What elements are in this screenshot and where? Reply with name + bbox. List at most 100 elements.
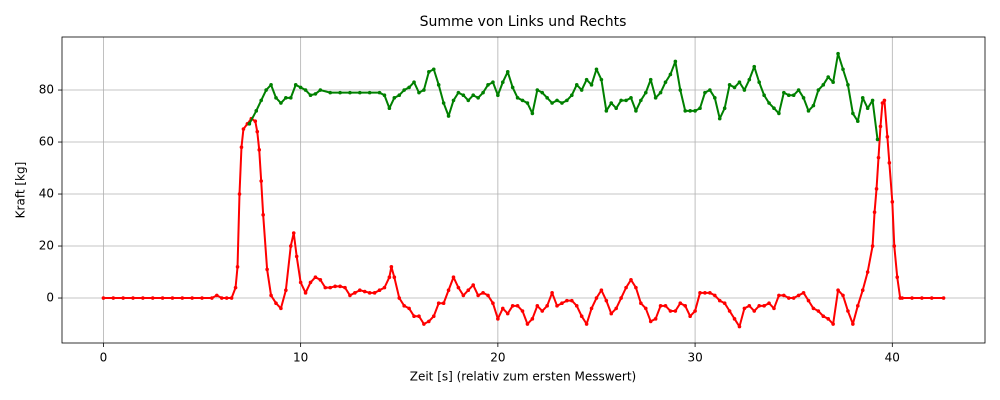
data-point [658, 304, 663, 308]
data-point [722, 301, 727, 306]
data-point [392, 96, 397, 100]
data-point [431, 67, 436, 72]
data-point [269, 293, 273, 298]
data-point [387, 275, 392, 280]
data-point [941, 296, 946, 300]
data-point [367, 90, 372, 95]
data-point [826, 75, 831, 79]
x-tick-label: 40 [885, 351, 900, 365]
data-point [333, 284, 337, 289]
chart-title: Summe von Links und Rechts [420, 14, 627, 30]
data-point [713, 293, 717, 298]
data-point [589, 83, 594, 87]
data-point [678, 301, 683, 306]
data-point [372, 291, 377, 295]
data-point [688, 109, 692, 113]
data-point [639, 301, 643, 306]
data-point [170, 296, 175, 300]
data-point [471, 283, 476, 287]
data-point [389, 265, 394, 269]
data-point [648, 77, 653, 82]
data-point [604, 109, 609, 113]
data-point [313, 92, 318, 96]
data-point [609, 101, 614, 105]
data-point [811, 306, 816, 311]
data-point [747, 304, 752, 308]
data-point [545, 96, 549, 100]
data-point [713, 96, 717, 100]
data-point [313, 275, 318, 280]
data-point [247, 122, 252, 126]
data-point [436, 301, 441, 306]
data-point [229, 296, 234, 300]
data-point [791, 93, 796, 98]
data-point [777, 293, 781, 298]
data-point [500, 306, 505, 311]
data-point [929, 296, 934, 300]
data-point [668, 309, 673, 313]
data-point [570, 298, 574, 303]
data-point [786, 93, 791, 98]
data-point [777, 111, 781, 116]
data-point [481, 291, 485, 295]
data-point [629, 278, 633, 282]
data-point [683, 304, 688, 308]
data-point [441, 101, 446, 105]
x-tick-label: 20 [490, 351, 505, 365]
data-point [732, 85, 737, 90]
y-tick-label: 60 [39, 135, 54, 149]
data-point [900, 296, 904, 300]
data-point [752, 309, 757, 313]
data-point [308, 93, 313, 98]
data-point [663, 80, 668, 85]
data-point [241, 127, 246, 131]
data-point [565, 98, 569, 103]
data-point [505, 311, 510, 316]
data-point [259, 98, 263, 103]
data-point [599, 288, 604, 293]
data-point [708, 88, 712, 92]
data-point [471, 93, 476, 98]
data-point [417, 90, 421, 95]
data-point [279, 306, 283, 311]
data-point [851, 111, 855, 116]
data-point [111, 296, 116, 300]
data-point [451, 275, 456, 280]
data-point [308, 280, 313, 285]
data-point [772, 106, 776, 111]
data-point [767, 301, 771, 306]
data-point [722, 106, 727, 111]
data-point [446, 114, 451, 118]
data-point [727, 309, 732, 313]
data-point [358, 288, 362, 293]
data-point [412, 80, 416, 85]
data-point [801, 291, 806, 295]
data-point [555, 98, 559, 103]
data-point [550, 291, 554, 295]
data-point [466, 98, 471, 103]
data-point [604, 298, 609, 303]
data-point [328, 90, 333, 95]
y-tick-label: 20 [39, 239, 54, 253]
data-point [235, 265, 240, 269]
data-point [298, 85, 303, 90]
data-point [634, 285, 638, 290]
data-point [500, 80, 505, 85]
data-point [639, 98, 643, 103]
data-point [456, 285, 461, 290]
data-point [772, 306, 776, 311]
x-tick-label: 30 [687, 351, 702, 365]
data-point [288, 244, 293, 248]
data-point [565, 298, 569, 303]
data-point [550, 101, 554, 105]
data-point [496, 317, 500, 321]
data-point [328, 285, 333, 290]
data-point [747, 77, 752, 82]
data-point [530, 111, 535, 116]
data-point [574, 304, 579, 308]
data-point [841, 67, 845, 72]
data-point [259, 179, 263, 183]
data-point [382, 285, 387, 290]
data-point [288, 96, 293, 100]
data-point [540, 309, 545, 313]
